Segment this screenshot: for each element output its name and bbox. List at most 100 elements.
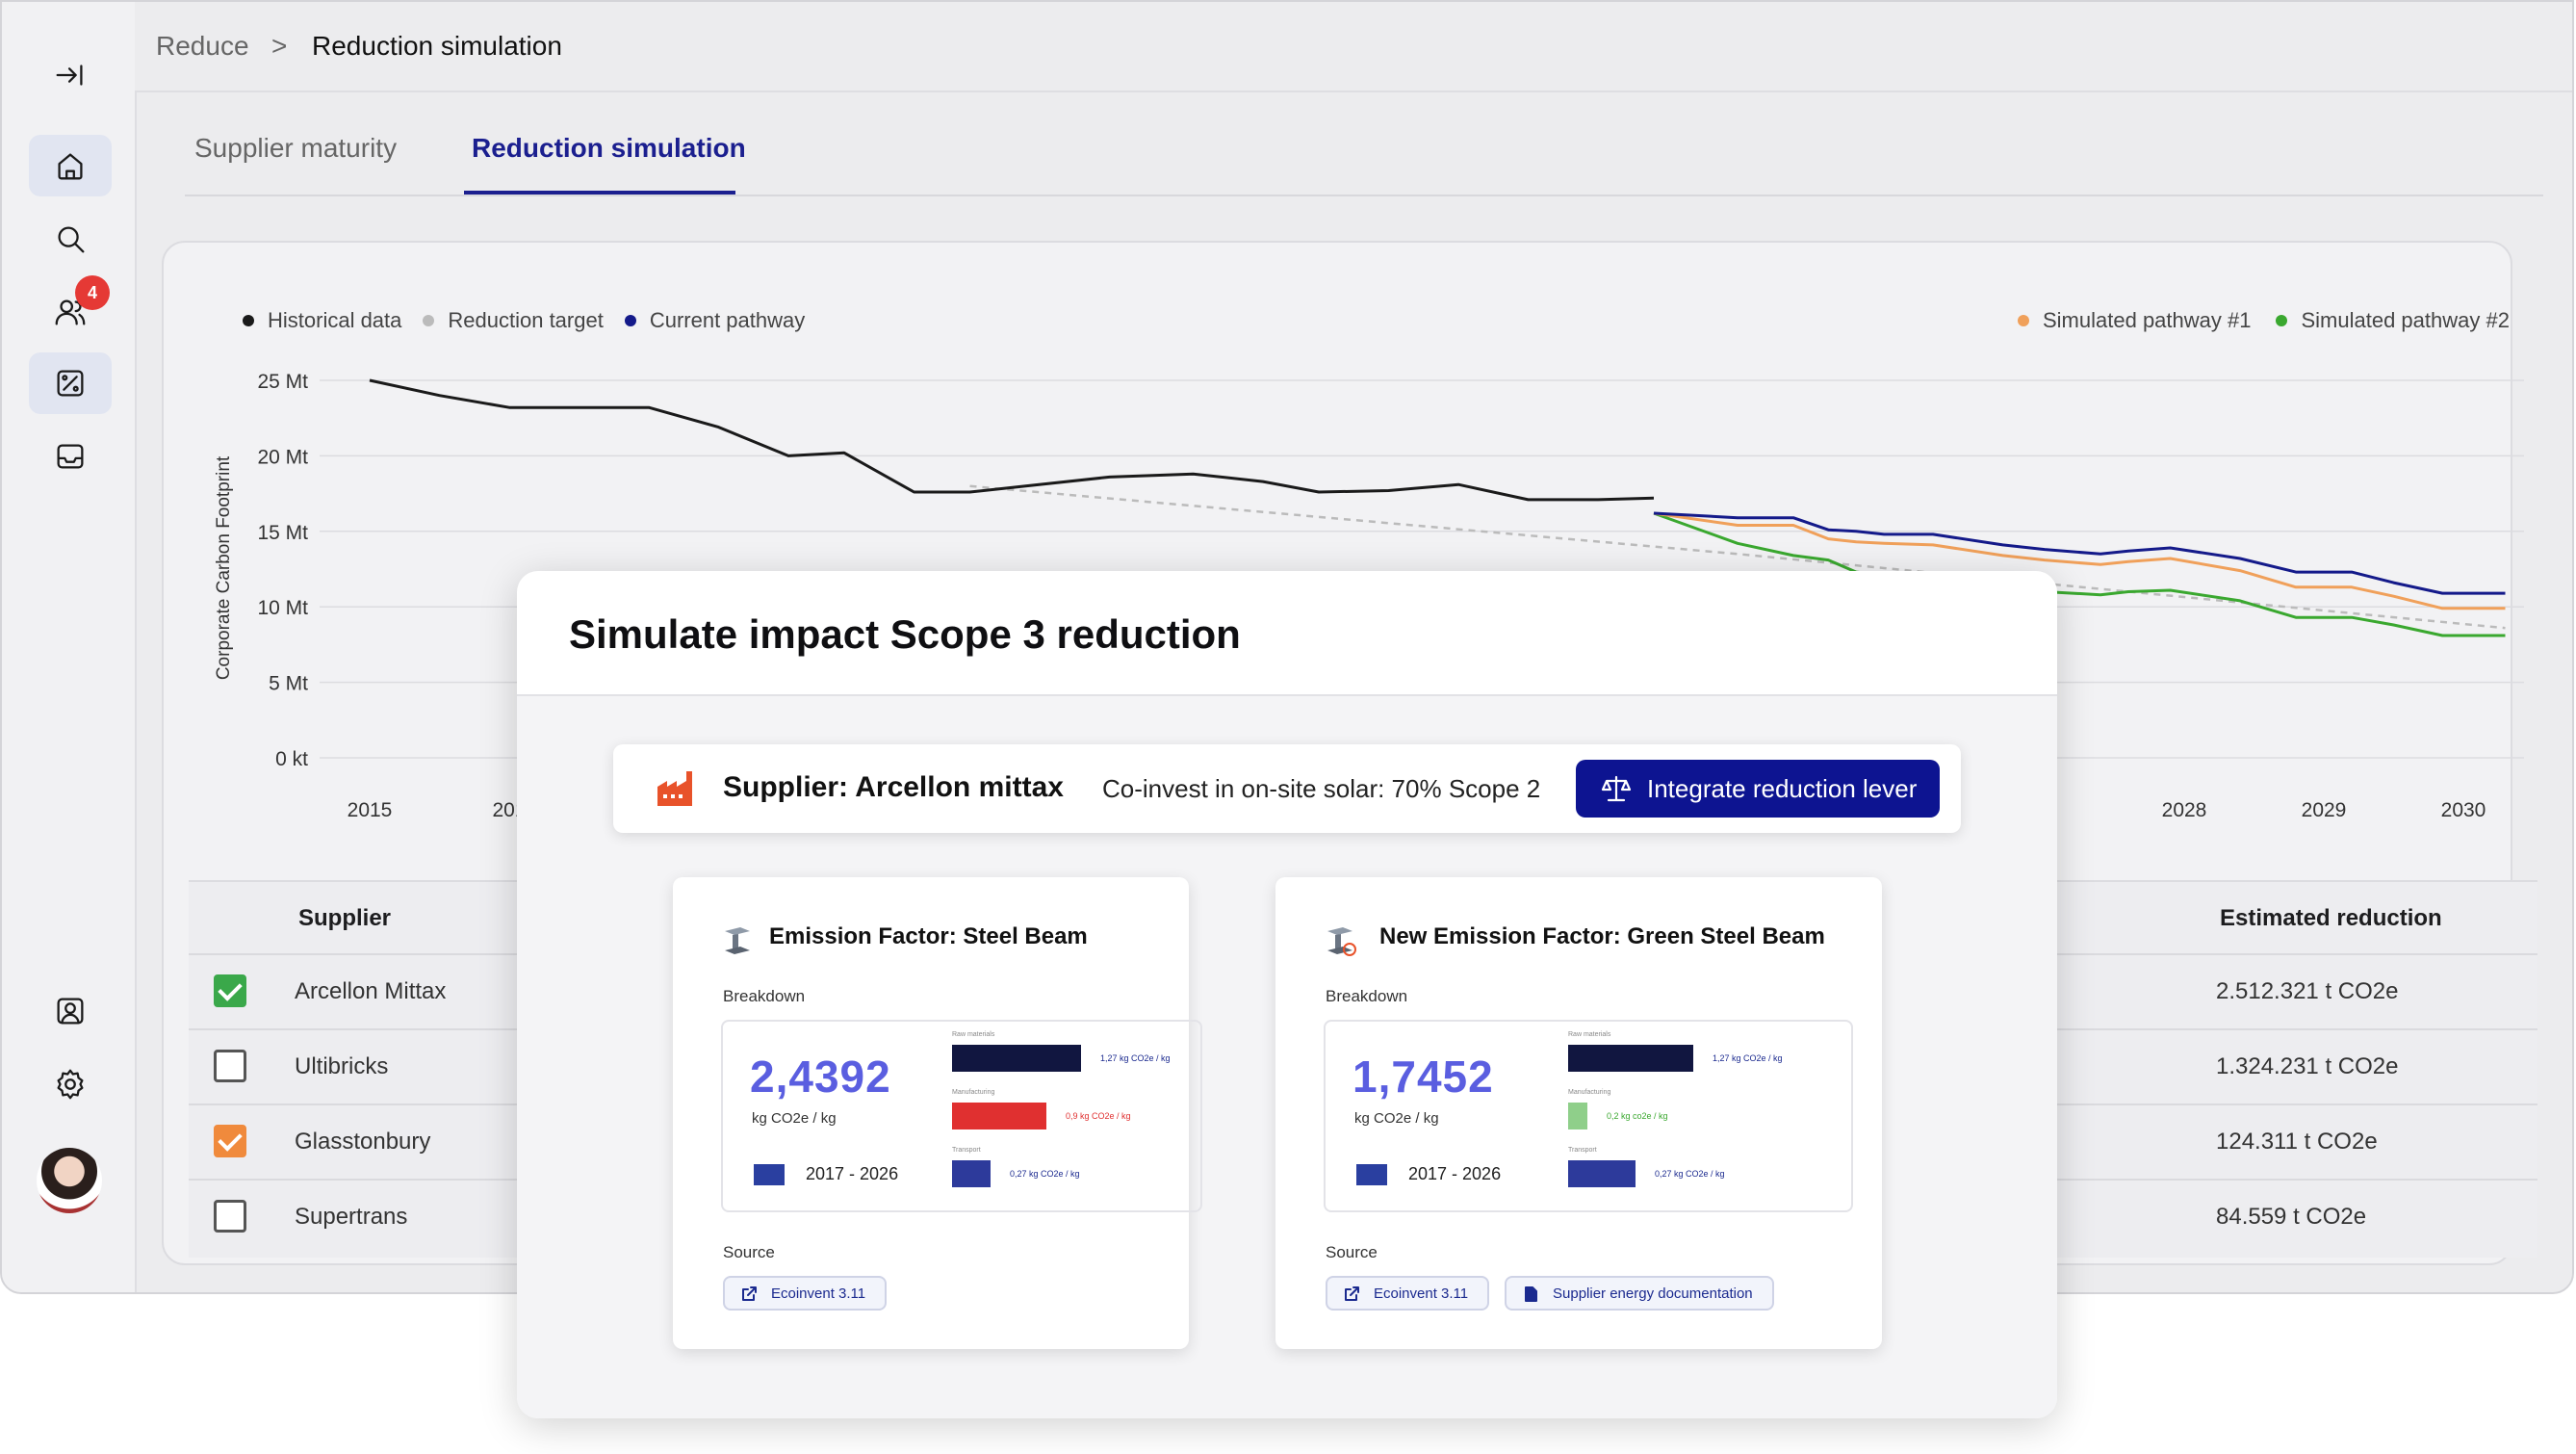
breadcrumb-separator: >	[271, 31, 288, 61]
breakdown-bar-label: Raw materials	[952, 1031, 995, 1038]
estimated-reduction: 124.311 t CO2e	[2216, 1129, 2378, 1155]
sidebar: 4	[2, 2, 137, 1292]
new-emission-factor-title: New Emission Factor: Green Steel Beam	[1379, 923, 1825, 949]
search-icon[interactable]	[29, 208, 112, 270]
new-emission-factor-card: New Emission Factor: Green Steel Beam Br…	[1275, 877, 1882, 1349]
validity-years: 2017 - 2026	[806, 1164, 899, 1183]
eu-flag-icon	[1356, 1164, 1387, 1185]
collapse-icon[interactable]	[29, 44, 112, 106]
breakdown-bar-value: 0,2 kg co2e / kg	[1607, 1111, 1668, 1121]
y-tick-label: 15 Mt	[257, 522, 308, 544]
breakdown-bar-label: Manufacturing	[952, 1089, 995, 1096]
row-checkbox[interactable]	[214, 974, 246, 1007]
breakdown-bar	[1568, 1045, 1693, 1072]
breakdown-bar-value: 0,9 kg CO2e / kg	[1066, 1111, 1131, 1121]
modal-header: Simulate impact Scope 3 reduction	[517, 571, 2057, 696]
column-header-supplier[interactable]: Supplier	[298, 905, 392, 931]
breakdown-bar	[1568, 1103, 1587, 1129]
supplier-name: Glasstonbury	[295, 1129, 431, 1155]
factory-icon	[657, 771, 692, 806]
breadcrumb: Reduce > Reduction simulation	[135, 2, 2572, 92]
row-checkbox[interactable]	[214, 1200, 246, 1233]
integrate-reduction-lever-button[interactable]: Integrate reduction lever	[1576, 760, 1940, 818]
modal-title: Simulate impact Scope 3 reduction	[569, 611, 1241, 657]
x-tick-label: 2029	[2302, 799, 2347, 821]
source-chip-supplier-docs[interactable]: Supplier energy documentation	[1505, 1276, 1774, 1311]
settings-icon[interactable]	[29, 1053, 112, 1115]
tab-bar: Supplier maturity Reduction simulation	[185, 117, 2543, 196]
avatar[interactable]	[37, 1148, 102, 1213]
steel-beam-icon	[725, 927, 750, 954]
series-line-simulated-pathway-1	[1653, 511, 2506, 610]
estimated-reduction: 1.324.231 t CO2e	[2216, 1053, 2399, 1079]
y-tick-label: 25 Mt	[257, 371, 308, 393]
supplier-name: Ultibricks	[295, 1053, 389, 1079]
source-chip-ecoinvent[interactable]: Ecoinvent 3.11	[1326, 1276, 1490, 1311]
source-chip-label: Ecoinvent 3.11	[771, 1285, 866, 1302]
chart-legend-left: Historical data Reduction target Current…	[243, 308, 805, 333]
home-icon[interactable]	[29, 135, 112, 196]
breakdown-bar	[1568, 1160, 1636, 1187]
emission-factor-title: Emission Factor: Steel Beam	[769, 923, 1088, 949]
series-line-current-pathway	[1653, 511, 2506, 595]
supplier-name: Arcellon Mittax	[295, 978, 447, 1004]
legend-dot-sim1	[2018, 315, 2029, 326]
legend-dot-current	[624, 315, 636, 326]
legend-current: Current pathway	[649, 308, 806, 332]
breakdown-label: Breakdown	[1326, 987, 1408, 1005]
document-icon	[1525, 1286, 1537, 1302]
tab-supplier-maturity[interactable]: Supplier maturity	[194, 133, 398, 163]
breadcrumb-parent[interactable]: Reduce	[156, 31, 249, 61]
source-chip-label: Supplier energy documentation	[1553, 1285, 1753, 1302]
legend-dot-target	[423, 315, 435, 326]
source-chip-ecoinvent[interactable]: Ecoinvent 3.11	[723, 1276, 888, 1311]
emission-factor-card: Emission Factor: Steel Beam Breakdown 2,…	[673, 877, 1202, 1349]
users-icon[interactable]: 4	[29, 275, 112, 343]
breakdown-bar-value: 0,27 kg CO2e / kg	[1010, 1169, 1080, 1179]
tab-reduction-simulation[interactable]: Reduction simulation	[472, 133, 746, 163]
breakdown-label: Breakdown	[723, 987, 806, 1005]
source-chip-label: Ecoinvent 3.11	[1374, 1285, 1469, 1302]
breakdown-bar-value: 1,27 kg CO2e / kg	[1713, 1053, 1783, 1063]
breakdown-bar	[952, 1160, 991, 1187]
simulation-modal: Simulate impact Scope 3 reduction Suppli…	[517, 571, 2057, 1418]
legend-sim2: Simulated pathway #2	[2301, 308, 2510, 332]
x-tick-label: 2030	[2441, 799, 2486, 821]
emission-factor-unit: kg CO2e / kg	[752, 1110, 837, 1127]
supplier-name: Supertrans	[295, 1204, 408, 1230]
legend-sim1: Simulated pathway #1	[2043, 308, 2252, 332]
source-label: Source	[723, 1243, 775, 1261]
integrate-button-label: Integrate reduction lever	[1647, 773, 1918, 803]
chart-legend-right: Simulated pathway #1 Simulated pathway #…	[2018, 308, 2510, 333]
y-tick-label: 10 Mt	[257, 597, 308, 619]
estimated-reduction: 2.512.321 t CO2e	[2216, 978, 2399, 1004]
emission-factor-value: 2,4392	[750, 1052, 891, 1102]
breakdown-bar-label: Transport	[952, 1147, 981, 1154]
profile-icon[interactable]	[29, 980, 112, 1042]
legend-dot-sim2	[2276, 315, 2288, 326]
y-axis-label: Corporate Carbon Footprint	[214, 455, 234, 680]
series-line-simulated-pathway-2	[1653, 511, 2506, 637]
source-label: Source	[1326, 1243, 1378, 1261]
inbox-icon[interactable]	[29, 426, 112, 487]
column-header-estimated-reduction[interactable]: Estimated reduction	[2220, 905, 2442, 931]
breakdown-panel: 1,7452 kg CO2e / kg 2017 - 2026 Raw mate…	[1324, 1020, 1853, 1212]
supplier-lever-bar: Supplier: Arcellon mittax Co-invest in o…	[613, 744, 1961, 833]
legend-historical: Historical data	[268, 308, 402, 332]
breakdown-panel: 2,4392 kg CO2e / kg 2017 - 2026 Raw mate…	[721, 1020, 1202, 1212]
series-line-reduction-target	[969, 484, 2506, 630]
series-line-historical-data	[369, 378, 1655, 502]
row-checkbox[interactable]	[214, 1125, 246, 1157]
breakdown-bar	[952, 1103, 1046, 1129]
estimated-reduction: 84.559 t CO2e	[2216, 1204, 2367, 1230]
supplier-label: Supplier: Arcellon mittax	[723, 771, 1064, 803]
lever-description: Co-invest in on-site solar: 70% Scope 2	[1102, 774, 1541, 803]
balance-scale-icon	[1601, 775, 1632, 802]
reduction-icon[interactable]	[29, 352, 112, 414]
eu-flag-icon	[754, 1164, 785, 1185]
y-tick-label: 0 kt	[275, 748, 308, 770]
y-tick-label: 20 Mt	[257, 446, 308, 468]
x-tick-label: 2028	[2162, 799, 2207, 821]
row-checkbox[interactable]	[214, 1050, 246, 1082]
legend-target: Reduction target	[448, 308, 604, 332]
